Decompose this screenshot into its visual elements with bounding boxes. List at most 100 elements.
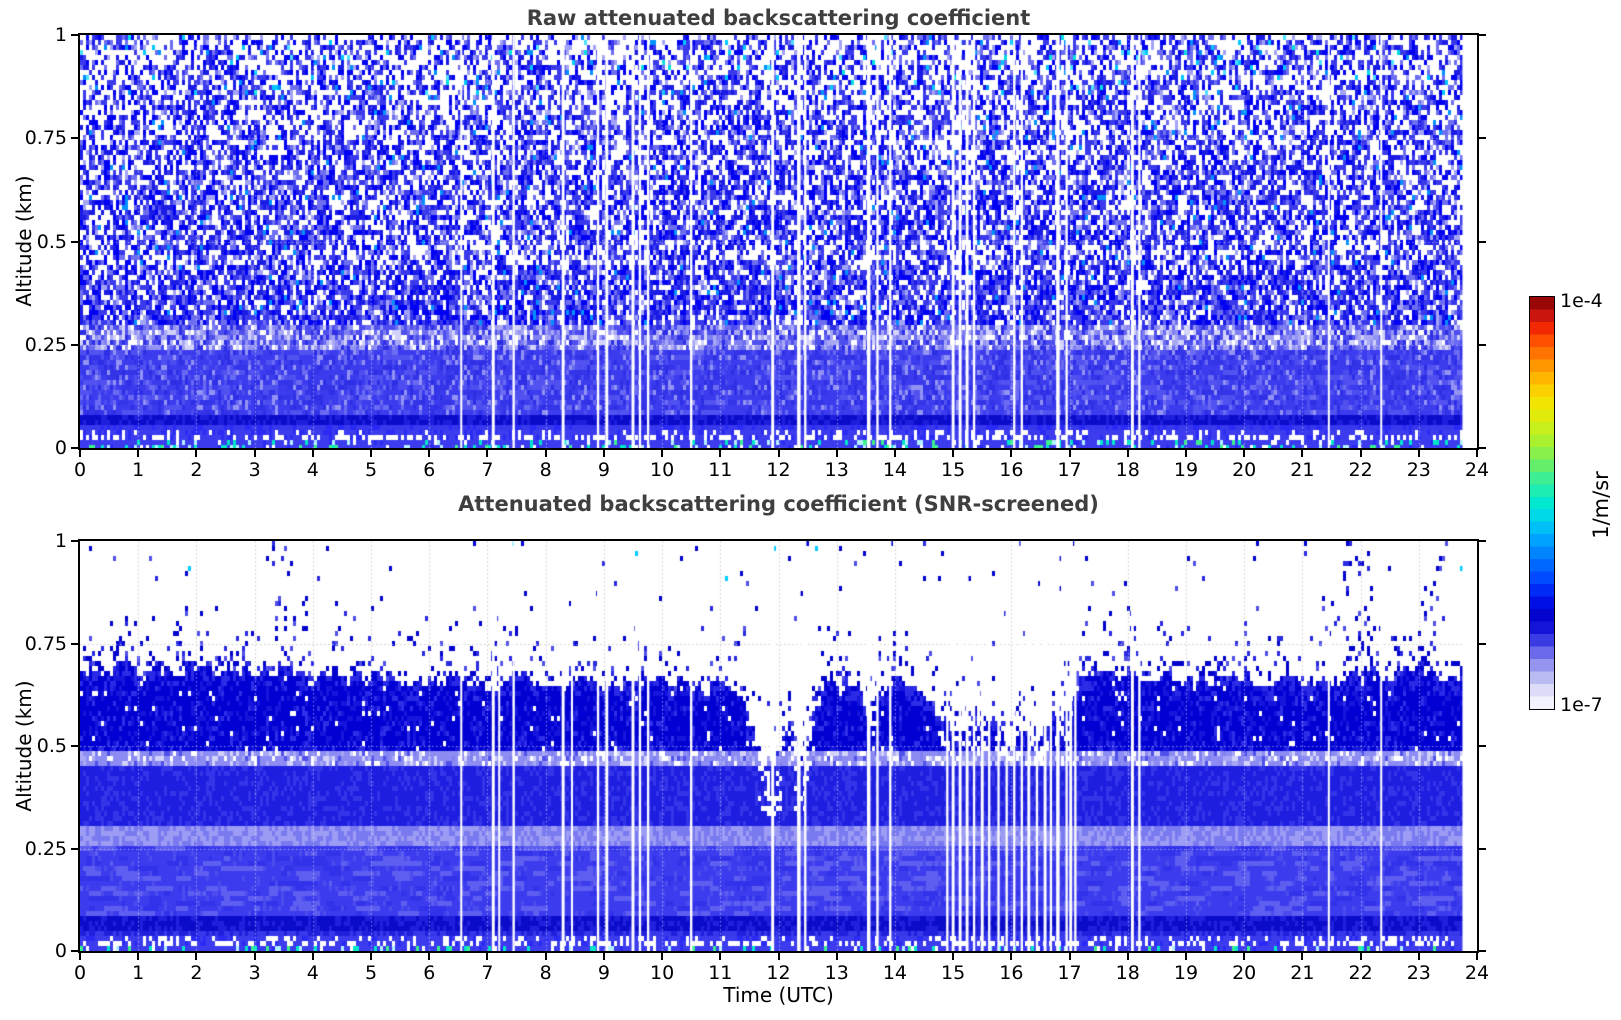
x-tick — [1068, 953, 1071, 960]
x-tick-label: 1 — [132, 962, 145, 984]
y-tick — [71, 137, 78, 140]
x-tick-label: 15 — [941, 459, 966, 481]
x-tick-label: 7 — [481, 459, 494, 481]
x-tick-label: 5 — [364, 962, 378, 984]
y-tick — [71, 950, 78, 952]
colorbar-unit-label: 1/m/sr — [1589, 471, 1613, 539]
x-tick-label: 3 — [248, 459, 261, 481]
x-tick-label: 19 — [1173, 459, 1199, 481]
x-tick-label: 24 — [1464, 962, 1490, 984]
y-tick-label: 0.25 — [24, 333, 67, 356]
y-tick-label: 0.25 — [24, 837, 67, 860]
x-tick — [428, 450, 431, 457]
y-tick-right — [1479, 343, 1486, 346]
y-tick — [71, 34, 78, 36]
x-tick — [1184, 953, 1187, 960]
x-tick-label: 4 — [306, 459, 319, 481]
x-tick-label: 3 — [248, 962, 261, 984]
x-tick-label: 9 — [597, 459, 610, 481]
x-tick-label: 17 — [1057, 962, 1082, 984]
x-tick — [1417, 953, 1420, 960]
y-tick-right — [1479, 642, 1486, 645]
x-tick — [1301, 953, 1304, 960]
x-tick-label: 14 — [882, 962, 907, 984]
x-tick-label: 22 — [1348, 962, 1373, 984]
x-tick — [1184, 450, 1187, 457]
x-tick-label: 14 — [882, 459, 907, 481]
x-tick-label: 17 — [1057, 459, 1082, 481]
x-tick — [777, 953, 780, 960]
x-tick — [835, 450, 838, 457]
x-tick — [486, 450, 489, 457]
x-tick — [195, 450, 198, 457]
y-tick-label: 1 — [54, 530, 67, 552]
y-tick — [71, 847, 78, 850]
screened-backscatter-heatmap — [80, 541, 1477, 951]
raw-backscatter-heatmap — [80, 35, 1477, 448]
x-tick-label: 10 — [649, 459, 675, 481]
x-tick — [1126, 953, 1129, 960]
y-tick — [71, 540, 78, 542]
x-tick — [544, 953, 547, 960]
x-tick-label: 13 — [824, 459, 849, 481]
x-tick — [544, 450, 547, 457]
x-tick — [893, 450, 896, 457]
colorbar-max-label: 1e-4 — [1560, 290, 1603, 312]
x-tick — [1010, 450, 1013, 457]
y-tick-label: 1 — [54, 24, 67, 46]
y-tick-right — [1479, 240, 1486, 243]
x-tick-label: 20 — [1232, 962, 1257, 984]
x-tick-label: 6 — [423, 962, 436, 984]
x-tick-label: 5 — [364, 459, 378, 481]
x-tick — [311, 450, 314, 457]
x-tick — [486, 953, 489, 960]
y-tick-right — [1479, 447, 1486, 449]
x-tick — [952, 450, 955, 457]
x-tick-label: 6 — [423, 459, 436, 481]
x-tick-label: 8 — [539, 962, 552, 984]
x-tick — [1417, 450, 1420, 457]
x-tick-label: 21 — [1290, 962, 1315, 984]
y-tick-right — [1479, 950, 1486, 952]
y-tick-label: 0 — [54, 940, 67, 962]
x-tick-label: 4 — [306, 962, 319, 984]
y-tick-label: 0 — [54, 437, 67, 459]
x-tick — [1476, 953, 1478, 960]
x-tick-label: 16 — [999, 459, 1024, 481]
y-tick — [71, 447, 78, 449]
x-tick — [137, 450, 140, 457]
x-tick-label: 18 — [1115, 459, 1140, 481]
x-tick-label: 21 — [1290, 459, 1315, 481]
x-tick — [893, 953, 896, 960]
x-tick — [370, 450, 373, 457]
x-tick — [1359, 953, 1362, 960]
x-tick — [1126, 450, 1129, 457]
x-tick — [79, 953, 81, 960]
x-tick-label: 7 — [481, 962, 494, 984]
x-tick-label: 15 — [941, 962, 966, 984]
x-tick — [195, 953, 198, 960]
x-tick — [835, 953, 838, 960]
x-tick — [137, 953, 140, 960]
y-tick-right — [1479, 847, 1486, 850]
x-tick-label: 18 — [1115, 962, 1140, 984]
y-tick — [71, 642, 78, 645]
x-tick-label: 23 — [1406, 459, 1431, 481]
y-tick-label: 0.75 — [24, 632, 67, 655]
y-tick-right — [1479, 34, 1486, 36]
x-tick — [1301, 450, 1304, 457]
y-tick — [71, 745, 78, 747]
x-tick — [1010, 953, 1013, 960]
x-tick-label: 13 — [824, 962, 849, 984]
x-tick-label: 0 — [73, 459, 87, 481]
x-tick — [1243, 450, 1246, 457]
x-tick — [311, 953, 314, 960]
x-tick-label: 1 — [132, 459, 145, 481]
x-tick — [1068, 450, 1071, 457]
x-axis-label: Time (UTC) — [723, 983, 834, 1007]
x-tick — [602, 953, 605, 960]
x-tick-label: 19 — [1173, 962, 1199, 984]
x-tick-label: 23 — [1406, 962, 1431, 984]
y-tick-label: 0.5 — [36, 735, 67, 757]
